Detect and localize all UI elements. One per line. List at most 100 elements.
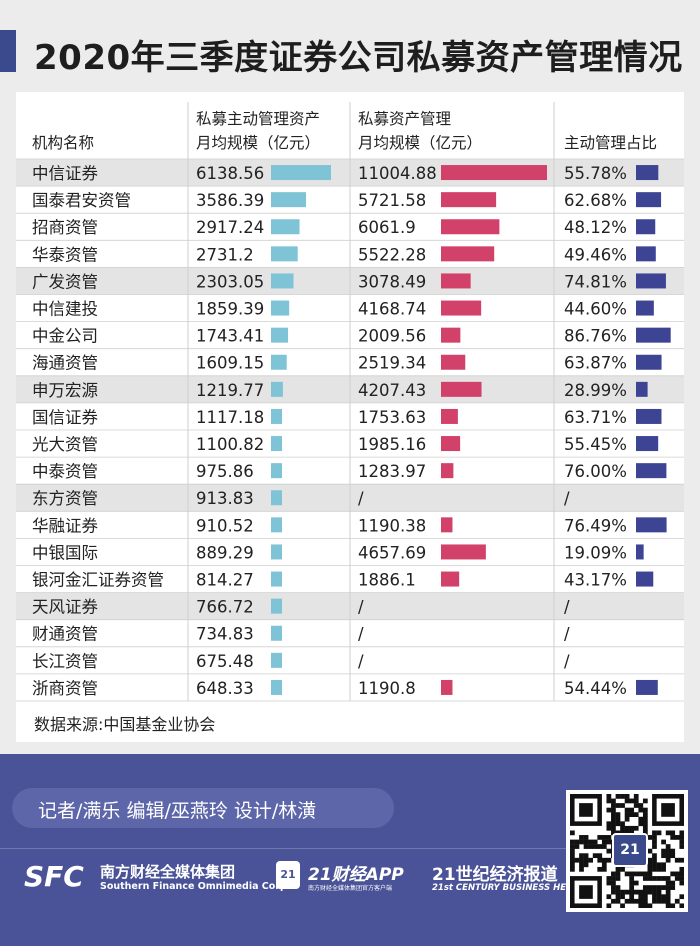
- qr-module: [570, 866, 575, 872]
- qr-module: [629, 825, 635, 831]
- qr-module: [652, 898, 657, 904]
- ratio-value: 54.44%: [564, 679, 627, 698]
- institution-name: 中信证券: [32, 164, 99, 183]
- active-bar: [271, 517, 282, 533]
- ratio-value: 55.78%: [564, 164, 627, 183]
- qr-module: [638, 894, 644, 900]
- qr-module: [615, 885, 621, 890]
- qr-module: [624, 825, 630, 831]
- ratio-bar: [636, 354, 662, 370]
- table-card: 机构名称 私募主动管理资产 月均规模（亿元） 私募资产管理 月均规模（亿元） 主动管理占比…: [16, 92, 684, 742]
- app-badge-icon: 21: [276, 861, 300, 889]
- active-value: 1743.41: [196, 327, 264, 346]
- ratio-value: 63.87%: [564, 354, 627, 373]
- qr-module: [647, 848, 653, 854]
- qr-module: [652, 885, 657, 890]
- active-bar: [271, 354, 287, 370]
- qr-badge-icon: 21: [612, 833, 648, 867]
- qr-module: [597, 866, 603, 872]
- qr-module: [615, 876, 621, 881]
- qr-module: [624, 830, 630, 836]
- active-bar: [271, 544, 282, 560]
- qr-module: [615, 816, 621, 822]
- total-bar: [441, 354, 466, 370]
- qr-module: [665, 880, 671, 886]
- qr-module: [629, 830, 635, 836]
- qr-module: [597, 853, 603, 859]
- active-value: 675.48: [196, 652, 254, 671]
- ratio-value: 63.71%: [564, 408, 627, 427]
- qr-module: [652, 889, 657, 895]
- ratio-value: 43.17%: [564, 571, 627, 590]
- qr-module: [652, 844, 657, 849]
- ratio-value: /: [564, 489, 570, 508]
- ratio-bar: [636, 165, 659, 181]
- active-bar: [271, 219, 300, 235]
- qr-module: [611, 898, 616, 904]
- qr-module: [629, 894, 635, 900]
- qr-module: [606, 894, 612, 900]
- total-bar: [441, 192, 497, 208]
- ratio-value: /: [564, 625, 570, 644]
- qr-module: [574, 839, 580, 845]
- qr-module: [679, 839, 684, 845]
- qr-module: [642, 807, 648, 813]
- qr-module: [615, 898, 621, 904]
- ratio-bar: [636, 463, 667, 479]
- qr-module: [642, 825, 648, 831]
- qr-module: [674, 857, 680, 863]
- total-value: 4207.43: [358, 381, 426, 400]
- qr-module: [642, 798, 648, 804]
- qr-module: [611, 880, 616, 886]
- ratio-value: /: [564, 598, 570, 617]
- qr-module: [679, 876, 684, 881]
- app-badge-text: 21: [280, 868, 296, 881]
- qr-module: [579, 835, 584, 840]
- qr-module: [570, 848, 575, 854]
- qr-module: [611, 816, 616, 822]
- qr-module: [638, 871, 644, 877]
- qr-module: [583, 862, 589, 868]
- ratio-bar: [636, 517, 667, 533]
- ratio-value: 28.99%: [564, 381, 627, 400]
- active-value: 1219.77: [196, 381, 264, 400]
- qr-module: [638, 903, 644, 908]
- institution-name: 国泰君安资管: [32, 191, 131, 210]
- qr-module: [633, 798, 639, 804]
- qr-module: [601, 866, 607, 872]
- column-header-ratio: 主动管理占比: [564, 134, 657, 152]
- active-bar: [271, 192, 307, 208]
- qr-module: [629, 798, 635, 804]
- total-value: 1283.97: [358, 462, 426, 481]
- qr-module: [652, 835, 657, 840]
- qr-module: [606, 848, 612, 854]
- qr-module: [583, 853, 589, 859]
- qr-module: [656, 830, 662, 836]
- ratio-value: 19.09%: [564, 543, 627, 562]
- institution-name: 中泰资管: [32, 462, 98, 481]
- qr-module: [656, 866, 662, 872]
- qr-module: [647, 871, 653, 877]
- qr-module: [570, 844, 575, 849]
- qr-module: [620, 803, 625, 808]
- active-bar: [271, 463, 282, 479]
- qr-module: [679, 866, 684, 872]
- qr-module: [592, 844, 598, 849]
- active-value: 1859.39: [196, 300, 264, 319]
- ratio-value: 76.49%: [564, 516, 627, 535]
- ratio-value: 74.81%: [564, 272, 627, 291]
- qr-module: [670, 835, 676, 840]
- qr-module: [661, 866, 666, 872]
- qr-module: [665, 898, 671, 904]
- institution-name: 海通资管: [32, 354, 98, 373]
- qr-module: [642, 885, 648, 890]
- active-value: 3586.39: [196, 191, 264, 210]
- qr-module: [606, 825, 612, 831]
- qr-module: [656, 898, 662, 904]
- title-accent-bar: [0, 30, 16, 72]
- qr-module: [652, 876, 657, 881]
- qr-module: [665, 885, 671, 890]
- qr-module: [679, 880, 684, 886]
- qr-module: [638, 821, 644, 827]
- institution-name: 广发资管: [32, 272, 98, 291]
